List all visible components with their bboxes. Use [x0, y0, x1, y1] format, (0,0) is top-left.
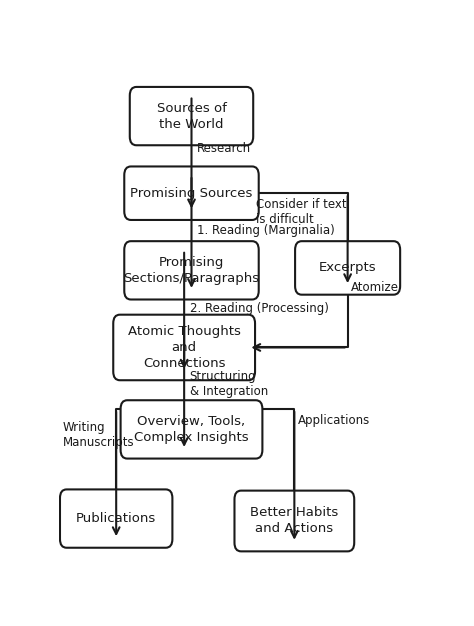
FancyBboxPatch shape [60, 490, 173, 548]
Text: 2. Reading (Processing): 2. Reading (Processing) [190, 302, 328, 315]
Text: Better Habits
and Actions: Better Habits and Actions [250, 506, 338, 535]
Text: Publications: Publications [76, 512, 156, 525]
Text: Promising Sources: Promising Sources [130, 187, 253, 200]
Text: Applications: Applications [298, 414, 370, 427]
Text: Atomic Thoughts
and
Connections: Atomic Thoughts and Connections [128, 325, 241, 370]
FancyBboxPatch shape [124, 241, 259, 299]
Text: Writing
Manuscripts: Writing Manuscripts [63, 421, 135, 449]
FancyBboxPatch shape [235, 491, 354, 552]
Text: Consider if text
is difficult: Consider if text is difficult [256, 198, 346, 226]
FancyBboxPatch shape [295, 241, 400, 295]
FancyBboxPatch shape [124, 167, 259, 220]
Text: Sources of
the World: Sources of the World [156, 101, 227, 131]
Text: Overview, Tools,
Complex Insights: Overview, Tools, Complex Insights [134, 415, 249, 444]
FancyBboxPatch shape [120, 400, 263, 459]
FancyBboxPatch shape [113, 315, 255, 380]
Text: Excerpts: Excerpts [319, 262, 376, 274]
Text: Structuring
& Integration: Structuring & Integration [190, 370, 268, 398]
Text: Research: Research [197, 142, 251, 155]
Text: Atomize: Atomize [351, 281, 399, 294]
Text: 1. Reading (Marginalia): 1. Reading (Marginalia) [197, 224, 335, 237]
FancyBboxPatch shape [130, 87, 253, 145]
Text: Promising
Sections/Paragraphs: Promising Sections/Paragraphs [123, 256, 260, 285]
